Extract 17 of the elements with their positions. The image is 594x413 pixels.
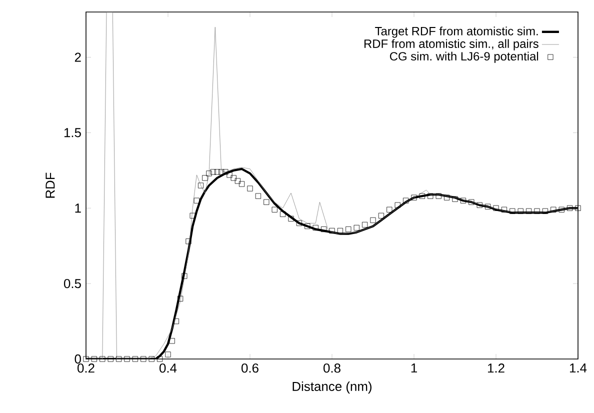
- legend-label: CG sim. with LJ6-9 potential: [390, 52, 538, 63]
- x-tick-label: 0.8: [324, 364, 340, 373]
- y-tick-label: 0: [74, 354, 81, 364]
- y-axis-title: RDF: [46, 172, 55, 198]
- y-tick-label: 0.5: [64, 278, 81, 288]
- x-tick-label: 0.2: [78, 364, 94, 373]
- x-tick-label: 0.4: [160, 364, 177, 373]
- x-tick-label: 1.4: [570, 364, 587, 372]
- x-tick-label: 0.6: [242, 364, 258, 373]
- y-tick-label: 2: [74, 52, 81, 62]
- y-tick-label: 1: [75, 204, 81, 213]
- x-tick-label: 1: [411, 364, 417, 372]
- legend-label: Target RDF from atomistic sim.: [375, 26, 538, 38]
- legend-label: RDF from atomistic sim., all pairs: [364, 39, 538, 50]
- x-axis-title: Distance (nm): [292, 382, 372, 394]
- y-tick-label: 1.5: [64, 128, 81, 138]
- x-tick-label: 1.2: [488, 364, 504, 373]
